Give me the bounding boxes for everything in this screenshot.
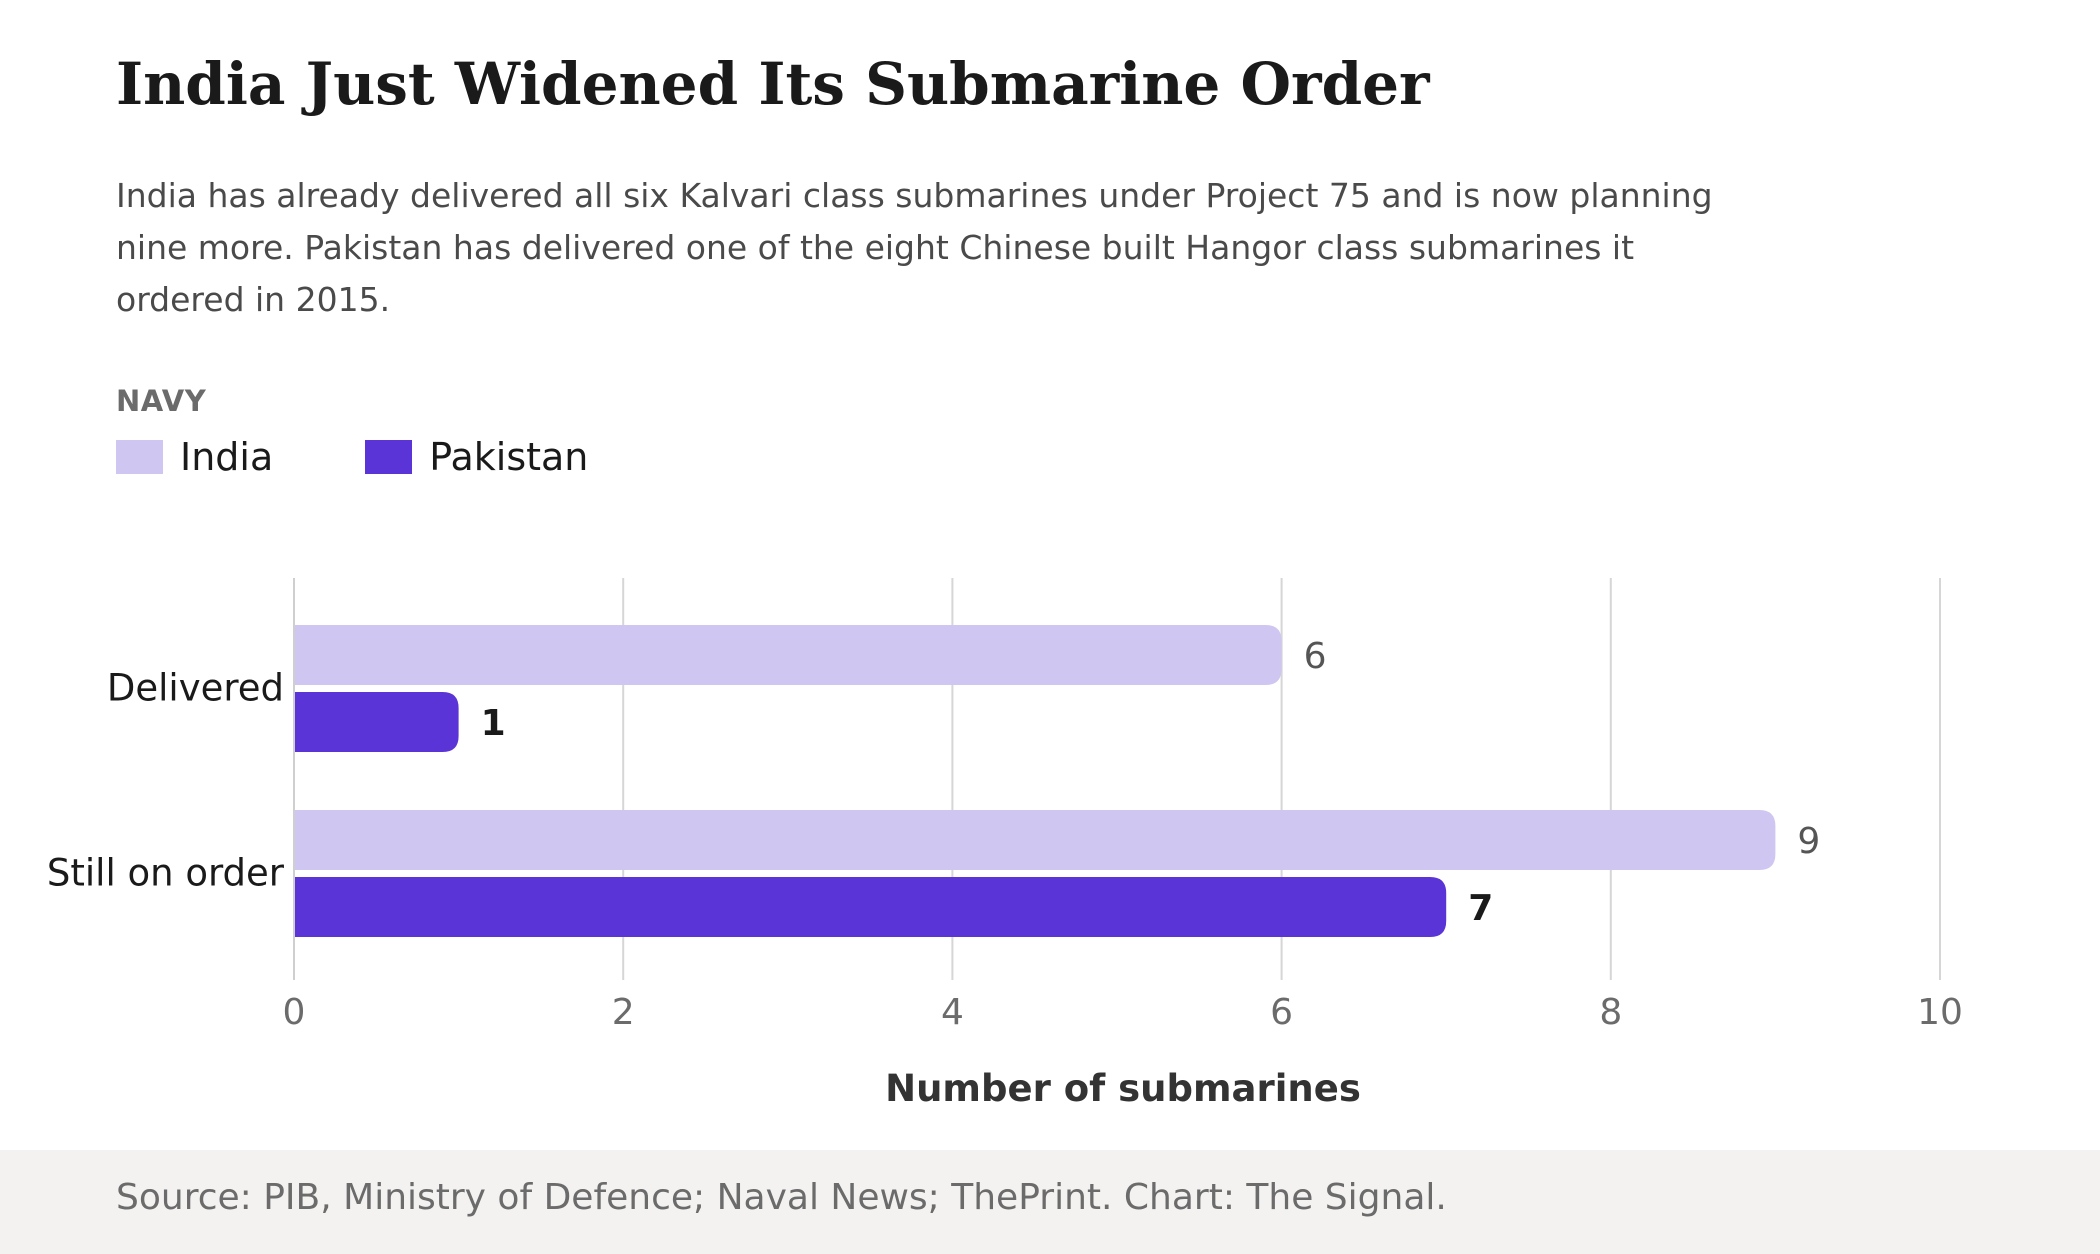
legend-title: NAVY <box>116 384 207 418</box>
chart-title: India Just Widened Its Submarine Order <box>116 50 1430 118</box>
footer <box>0 1150 2100 1254</box>
legend-label-india: India <box>180 435 274 479</box>
category-label-still-on-order: Still on order <box>47 852 285 895</box>
x-tick-label-6: 6 <box>1270 992 1293 1033</box>
legend-swatch-pakistan <box>365 440 413 474</box>
bar-india-still-on-order <box>294 810 1776 870</box>
x-tick-label-4: 4 <box>941 992 964 1033</box>
x-tick-label-8: 8 <box>1599 992 1622 1033</box>
x-tick-label-0: 0 <box>283 992 306 1033</box>
x-axis-label: Number of submarines <box>885 1067 1361 1110</box>
data-label-pakistan-still-on-order: 7 <box>1468 888 1493 929</box>
x-tick-label-2: 2 <box>612 992 635 1033</box>
chart-subtitle: India has already delivered all six Kalv… <box>116 176 1713 319</box>
bar-pakistan-delivered <box>294 692 459 752</box>
legend-swatch-india <box>116 440 163 474</box>
legend-label-pakistan: Pakistan <box>429 435 589 479</box>
legend-item-india: India <box>116 434 273 480</box>
bar-india-delivered <box>294 625 1282 685</box>
legend: India Pakistan <box>116 434 680 480</box>
bar-chart: 6 1 Delivered 9 7 Still on order 0 2 4 6 8 10 Number… <box>47 578 1963 1110</box>
category-label-delivered: Delivered <box>107 667 284 710</box>
x-tick-label-10: 10 <box>1917 992 1963 1033</box>
legend-item-pakistan: Pakistan <box>365 434 588 480</box>
data-label-india-delivered: 6 <box>1304 636 1327 677</box>
bar-pakistan-still-on-order <box>294 877 1447 937</box>
source-note: Source: PIB, Ministry of Defence; Naval … <box>116 1177 1447 1218</box>
data-label-india-still-on-order: 9 <box>1797 821 1820 862</box>
data-label-pakistan-delivered: 1 <box>481 703 506 744</box>
